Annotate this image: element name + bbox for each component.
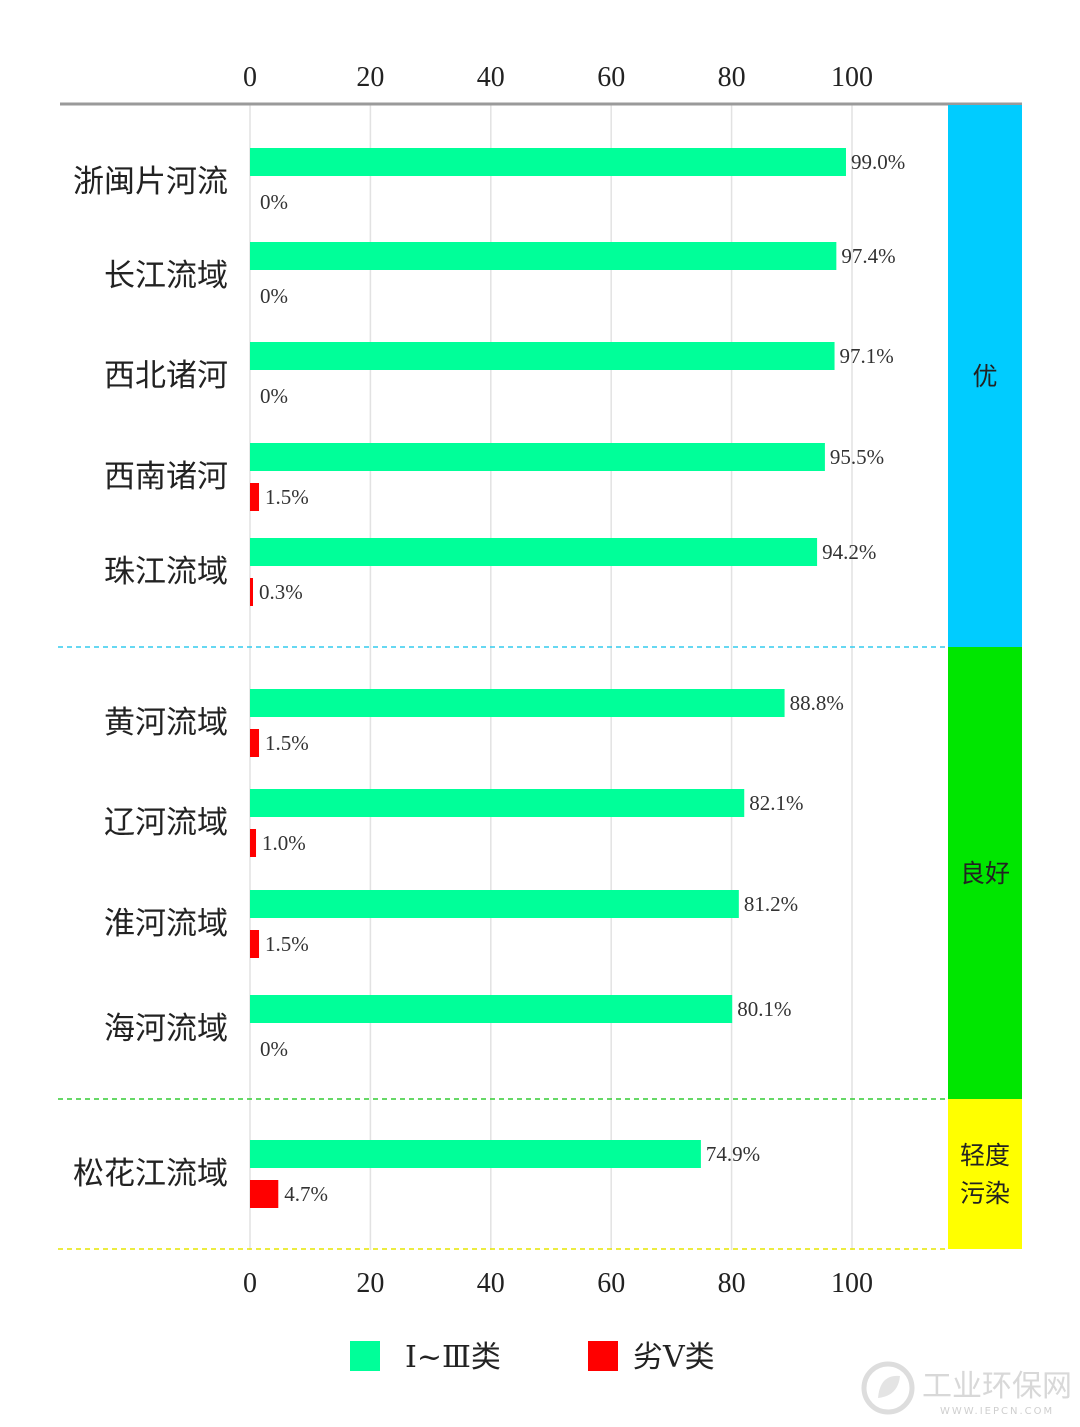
category-row: 海河流域 80.1% 0% <box>104 995 791 1061</box>
value-label-series-2: 1.5% <box>265 731 309 755</box>
category-row: 长江流域 97.4% 0% <box>104 242 896 308</box>
x-tick-label-top: 80 <box>718 62 746 93</box>
bar-series-1 <box>250 1140 701 1168</box>
value-label-series-1: 81.2% <box>744 892 798 916</box>
value-label-series-1: 74.9% <box>706 1142 760 1166</box>
watermark-subtext: WWW.IEPCN.COM <box>940 1406 1054 1417</box>
gridlines <box>60 102 1022 1250</box>
category-label: 长江流域 <box>104 258 228 294</box>
category-label: 松花江流域 <box>73 1156 228 1192</box>
x-tick-label-bottom: 20 <box>356 1268 384 1299</box>
category-row: 西北诸河 97.1% 0% <box>104 342 894 408</box>
x-tick-label-top: 40 <box>477 62 505 93</box>
value-label-series-2: 0.3% <box>259 580 303 604</box>
value-label-series-2: 0% <box>260 384 288 408</box>
bar-series-1 <box>250 342 835 370</box>
quality-band-label: 良好 <box>960 859 1010 888</box>
value-label-series-2: 1.0% <box>262 831 306 855</box>
quality-band <box>948 1099 1022 1249</box>
category-label: 浙闽片河流 <box>73 164 228 200</box>
watermark-text: 工业环保网 <box>922 1369 1072 1404</box>
bar-series-1 <box>250 148 846 176</box>
bar-series-1 <box>250 789 745 817</box>
category-row: 浙闽片河流 99.0% 0% <box>73 148 905 214</box>
value-label-series-2: 0% <box>260 1037 288 1061</box>
category-row: 辽河流域 82.1% 1.0% <box>104 789 803 857</box>
x-tick-label-bottom: 80 <box>718 1268 746 1299</box>
bar-series-1 <box>250 242 837 270</box>
value-label-series-1: 97.1% <box>840 344 894 368</box>
x-tick-label-bottom: 100 <box>831 1268 873 1299</box>
bar-series-2 <box>250 930 260 958</box>
category-row: 黄河流域 88.8% 1.5% <box>104 689 844 757</box>
bar-series-2 <box>250 483 260 511</box>
value-label-series-1: 88.8% <box>790 691 844 715</box>
watermark-logo-leaf <box>878 1375 900 1398</box>
bar-series-2 <box>250 1180 279 1208</box>
x-axis-bottom: 0 20 40 60 80 100 <box>243 1268 873 1299</box>
x-tick-label-top: 60 <box>597 62 625 93</box>
watermark: 工业环保网 WWW.IEPCN.COM <box>861 1361 1072 1417</box>
value-label-series-2: 0% <box>260 190 288 214</box>
quality-band <box>948 647 1022 1099</box>
bar-series-1 <box>250 995 733 1023</box>
x-tick-label-top: 20 <box>356 62 384 93</box>
category-label: 西北诸河 <box>104 358 228 394</box>
bar-series-2 <box>250 578 253 606</box>
value-label-series-2: 1.5% <box>265 485 309 509</box>
x-tick-label-top: 0 <box>243 62 257 93</box>
bar-series-1 <box>250 689 785 717</box>
legend-label: 劣Ⅴ类 <box>633 1340 715 1375</box>
category-label: 西南诸河 <box>104 459 228 495</box>
value-label-series-1: 95.5% <box>830 445 884 469</box>
category-label: 辽河流域 <box>104 805 228 841</box>
category-label: 珠江流域 <box>104 554 228 590</box>
value-label-series-1: 82.1% <box>749 791 803 815</box>
value-label-series-2: 0% <box>260 284 288 308</box>
legend-swatch <box>588 1341 618 1371</box>
quality-band-label: 污染 <box>960 1179 1010 1208</box>
value-label-series-2: 4.7% <box>284 1182 328 1206</box>
value-label-series-1: 99.0% <box>851 150 905 174</box>
category-row: 珠江流域 94.2% 0.3% <box>104 538 876 606</box>
bar-series-1 <box>250 443 825 471</box>
value-label-series-1: 80.1% <box>737 997 791 1021</box>
category-label: 黄河流域 <box>104 705 228 741</box>
bar-series-1 <box>250 890 739 918</box>
quality-band-label: 轻度 <box>960 1141 1010 1170</box>
x-tick-label-bottom: 60 <box>597 1268 625 1299</box>
category-row: 淮河流域 81.2% 1.5% <box>104 890 798 958</box>
legend-label: Ⅰ~Ⅲ类 <box>405 1340 501 1375</box>
value-label-series-1: 94.2% <box>822 540 876 564</box>
category-label: 淮河流域 <box>104 906 228 942</box>
x-tick-label-top: 100 <box>831 62 873 93</box>
bars: 浙闽片河流 99.0% 0% 长江流域 97.4% 0% 西北诸河 97.1% 0% 西南诸河 95… <box>73 148 905 1208</box>
category-row: 松花江流域 74.9% 4.7% <box>73 1140 760 1208</box>
value-label-series-1: 97.4% <box>841 244 895 268</box>
value-label-series-2: 1.5% <box>265 932 309 956</box>
watermark-logo-icon <box>861 1361 915 1415</box>
quality-band <box>948 105 1022 647</box>
bar-series-2 <box>250 829 257 857</box>
x-tick-label-bottom: 40 <box>477 1268 505 1299</box>
bar-series-1 <box>250 538 818 566</box>
legend: Ⅰ~Ⅲ类 劣Ⅴ类 <box>350 1340 715 1375</box>
bar-series-2 <box>250 729 260 757</box>
category-label: 海河流域 <box>104 1011 228 1047</box>
quality-band-label: 优 <box>972 362 997 391</box>
x-axis-top: 0 20 40 60 80 100 <box>243 62 873 93</box>
x-tick-label-bottom: 0 <box>243 1268 257 1299</box>
legend-swatch <box>350 1341 380 1371</box>
category-row: 西南诸河 95.5% 1.5% <box>104 443 884 511</box>
